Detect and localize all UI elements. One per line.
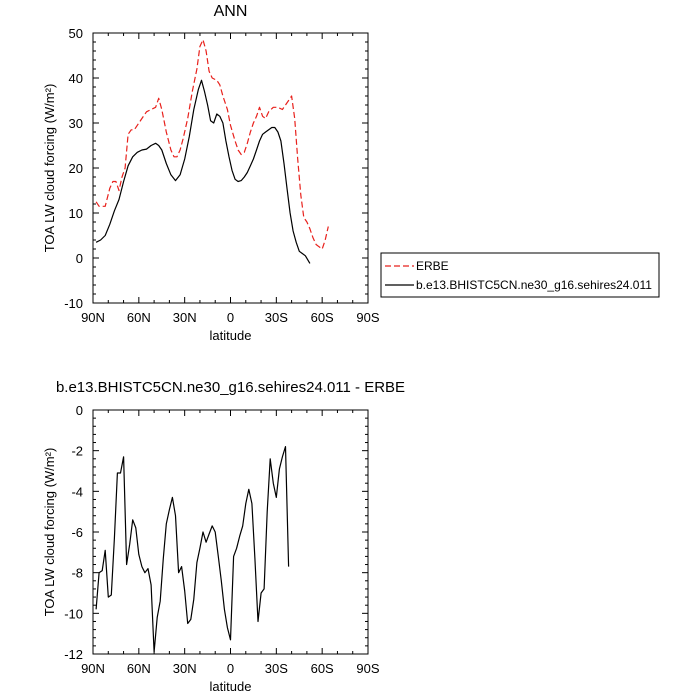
x-axis-label: latitude bbox=[210, 328, 252, 343]
x-axis-label: latitude bbox=[210, 679, 252, 694]
chart-title: ANN bbox=[214, 3, 248, 20]
y-tick-label: -2 bbox=[71, 444, 83, 459]
y-tick-label: -4 bbox=[71, 484, 83, 499]
series-line-1-0 bbox=[95, 446, 290, 653]
y-axis-label: TOA LW cloud forcing (W/m²) bbox=[42, 448, 57, 617]
x-tick-label: 0 bbox=[227, 661, 234, 676]
plot-frame bbox=[92, 409, 369, 655]
x-tick-label: 90S bbox=[356, 661, 379, 676]
y-tick-label: -10 bbox=[64, 296, 83, 311]
y-tick-label: 0 bbox=[76, 403, 83, 418]
y-tick-label: 10 bbox=[69, 206, 83, 221]
y-tick-label: 40 bbox=[69, 71, 83, 86]
y-tick-label: -8 bbox=[71, 566, 83, 581]
y-tick-label: 50 bbox=[69, 26, 83, 41]
legend-label: b.e13.BHISTC5CN.ne30_g16.sehires24.011 bbox=[416, 278, 652, 292]
series-line-0-0 bbox=[95, 39, 329, 250]
y-tick-label: 30 bbox=[69, 116, 83, 131]
chart-title: b.e13.BHISTC5CN.ne30_g16.sehires24.011 -… bbox=[56, 379, 405, 396]
x-tick-label: 30S bbox=[265, 661, 288, 676]
x-tick-label: 0 bbox=[227, 310, 234, 325]
y-tick-label: -10 bbox=[64, 606, 83, 621]
x-tick-label: 60S bbox=[311, 310, 334, 325]
x-tick-label: 30S bbox=[265, 310, 288, 325]
x-tick-label: 60S bbox=[311, 661, 334, 676]
x-tick-label: 60N bbox=[127, 661, 151, 676]
x-tick-label: 30N bbox=[173, 661, 197, 676]
x-tick-label: 90N bbox=[81, 661, 105, 676]
y-tick-label: -12 bbox=[64, 647, 83, 662]
y-tick-label: 0 bbox=[76, 251, 83, 266]
plot-frame bbox=[92, 32, 369, 304]
x-tick-label: 60N bbox=[127, 310, 151, 325]
y-tick-label: 20 bbox=[69, 161, 83, 176]
legend-label: ERBE bbox=[416, 259, 449, 273]
y-axis-label: TOA LW cloud forcing (W/m²) bbox=[42, 84, 57, 253]
x-tick-label: 90S bbox=[356, 310, 379, 325]
x-tick-label: 90N bbox=[81, 310, 105, 325]
x-tick-label: 30N bbox=[173, 310, 197, 325]
series-line-0-1 bbox=[95, 79, 311, 264]
y-tick-label: -6 bbox=[71, 525, 83, 540]
legend-box bbox=[380, 252, 660, 298]
